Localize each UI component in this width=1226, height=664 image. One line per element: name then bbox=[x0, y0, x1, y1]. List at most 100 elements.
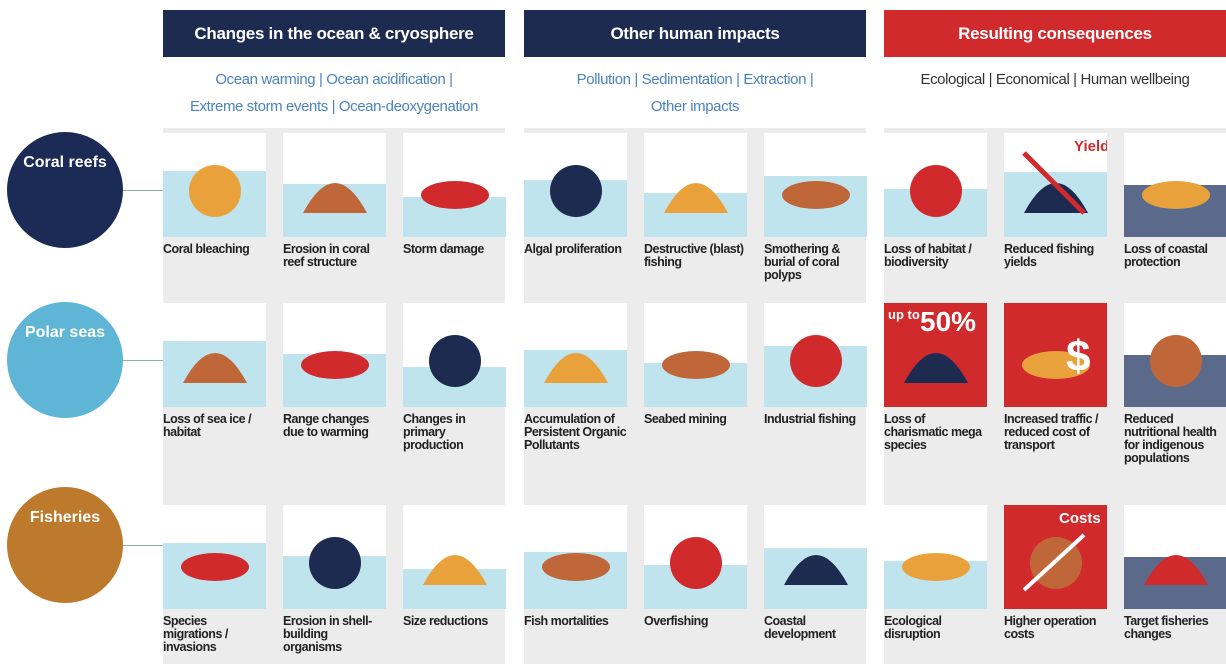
icon-tile bbox=[403, 303, 506, 407]
icon-tile bbox=[403, 505, 506, 609]
icon-shape bbox=[550, 165, 602, 217]
icon-tile bbox=[283, 133, 386, 237]
icon-tile bbox=[1124, 133, 1226, 237]
icon-tile bbox=[524, 133, 627, 237]
icon bbox=[644, 303, 747, 407]
page: Changes in the ocean & cryosphere Ocean w… bbox=[0, 0, 1226, 664]
icon: $ bbox=[1004, 303, 1107, 407]
icon-tile bbox=[884, 505, 987, 609]
icon bbox=[884, 133, 987, 237]
cell-label: Range changes due to warming bbox=[283, 413, 387, 439]
icon-shape bbox=[189, 165, 241, 217]
subtitle-line: Other impacts bbox=[524, 93, 866, 120]
icon bbox=[283, 505, 386, 609]
cell-label: Changes in primary production bbox=[403, 413, 507, 452]
icon bbox=[163, 505, 266, 609]
icon bbox=[524, 505, 627, 609]
row-circle: Coral reefs bbox=[7, 132, 123, 248]
cell-label: Loss of sea ice / habitat bbox=[163, 413, 267, 439]
cell-label: Loss of charismatic mega species bbox=[884, 413, 988, 452]
icon-tile: $ bbox=[1004, 303, 1107, 407]
cell-label: Coastal development bbox=[764, 615, 868, 641]
icon-shape bbox=[301, 351, 369, 379]
icon-tile bbox=[764, 505, 867, 609]
icon bbox=[283, 133, 386, 237]
cell-label: Reduced fishing yields bbox=[1004, 243, 1108, 269]
cell-label: Erosion in shell-building organisms bbox=[283, 615, 387, 654]
cell-label: Species migrations / invasions bbox=[163, 615, 267, 654]
icon-shape bbox=[429, 335, 481, 387]
row-circle: Fisheries bbox=[7, 487, 123, 603]
icon-text: 50% bbox=[920, 306, 976, 337]
cell-label: Increased traffic / reduced cost of tran… bbox=[1004, 413, 1108, 452]
cell-label: Ecological disruption bbox=[884, 615, 988, 641]
icon-tile bbox=[403, 133, 506, 237]
icon-tile bbox=[764, 303, 867, 407]
icon-tile bbox=[283, 303, 386, 407]
icon bbox=[163, 133, 266, 237]
icon-tile bbox=[644, 505, 747, 609]
icon bbox=[644, 505, 747, 609]
icon-tile bbox=[1124, 505, 1226, 609]
icon-shape bbox=[902, 553, 970, 581]
icon-shape bbox=[542, 553, 610, 581]
icon-shape bbox=[790, 335, 842, 387]
subtitle-line: Ocean warming | Ocean acidification | bbox=[163, 66, 505, 93]
icon: Costs bbox=[1004, 505, 1107, 609]
icon bbox=[163, 303, 266, 407]
icon-tile bbox=[644, 303, 747, 407]
row-circle: Polar seas bbox=[7, 302, 123, 418]
icon-shape bbox=[1150, 335, 1202, 387]
cell-label: Coral bleaching bbox=[163, 243, 267, 256]
icon bbox=[524, 303, 627, 407]
cell-label: Size reductions bbox=[403, 615, 507, 628]
column-header: Changes in the ocean & cryosphere bbox=[163, 10, 505, 57]
icon-shape bbox=[782, 181, 850, 209]
cell-label: Smothering & burial of coral polyps bbox=[764, 243, 868, 282]
icon-tile bbox=[163, 303, 266, 407]
cell-label: Erosion in coral reef structure bbox=[283, 243, 387, 269]
cell-label: Industrial fishing bbox=[764, 413, 868, 426]
column-header: Other human impacts bbox=[524, 10, 866, 57]
icon bbox=[644, 133, 747, 237]
icon-text: up to bbox=[888, 307, 920, 322]
cell-label: Accumulation of Persistent Organic Pollu… bbox=[524, 413, 628, 452]
column-subtitle: Ocean warming | Ocean acidification |Ext… bbox=[163, 66, 505, 120]
icon-text: $ bbox=[1066, 332, 1090, 381]
icon bbox=[403, 505, 506, 609]
icon: up to50% bbox=[884, 303, 987, 407]
icon-text: Yield bbox=[1074, 138, 1107, 155]
icon-shape bbox=[662, 351, 730, 379]
icon bbox=[1124, 133, 1226, 237]
icon bbox=[884, 505, 987, 609]
cell-label: Destructive (blast) fishing bbox=[644, 243, 748, 269]
cell-label: Overfishing bbox=[644, 615, 748, 628]
subtitle-line: Extreme storm events | Ocean-deoxygenati… bbox=[163, 93, 505, 120]
icon-tile bbox=[163, 505, 266, 609]
icon bbox=[1124, 303, 1226, 407]
subtitle-line: Ecological | Economical | Human wellbein… bbox=[884, 66, 1226, 93]
column-subtitle: Pollution | Sedimentation | Extraction |… bbox=[524, 66, 866, 120]
cell-label: Higher operation costs bbox=[1004, 615, 1108, 641]
icon-tile: Costs bbox=[1004, 505, 1107, 609]
icon-shape bbox=[181, 553, 249, 581]
icon bbox=[764, 303, 867, 407]
cell-label: Loss of habitat / biodiversity bbox=[884, 243, 988, 269]
cell-label: Loss of coastal protection bbox=[1124, 243, 1226, 269]
column-header: Resulting consequences bbox=[884, 10, 1226, 57]
icon: Yield bbox=[1004, 133, 1107, 237]
subtitle-line: Pollution | Sedimentation | Extraction | bbox=[524, 66, 866, 93]
icon bbox=[1124, 505, 1226, 609]
icon-tile bbox=[163, 133, 266, 237]
icon bbox=[764, 133, 867, 237]
icon-shape bbox=[309, 537, 361, 589]
icon bbox=[403, 303, 506, 407]
cell-label: Algal proliferation bbox=[524, 243, 628, 256]
cell-label: Fish mortalities bbox=[524, 615, 628, 628]
icon-tile bbox=[524, 303, 627, 407]
cell-label: Reduced nutritional health for indigenou… bbox=[1124, 413, 1226, 465]
icon bbox=[524, 133, 627, 237]
icon-tile bbox=[764, 133, 867, 237]
icon-tile bbox=[884, 133, 987, 237]
